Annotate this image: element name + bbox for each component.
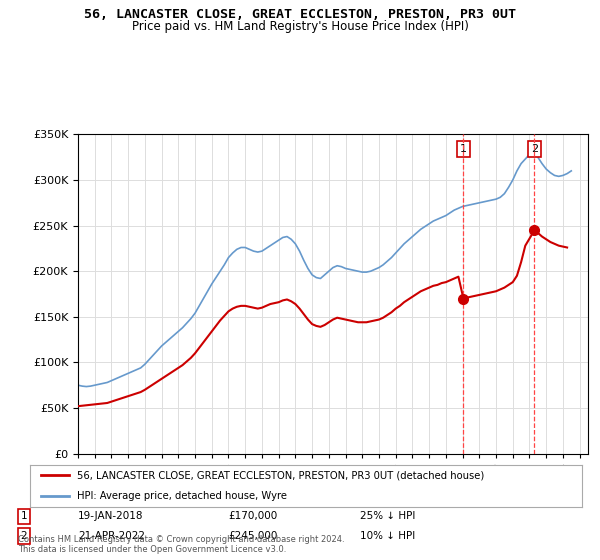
Text: 56, LANCASTER CLOSE, GREAT ECCLESTON, PRESTON, PR3 0UT: 56, LANCASTER CLOSE, GREAT ECCLESTON, PR… bbox=[84, 8, 516, 21]
Text: 10% ↓ HPI: 10% ↓ HPI bbox=[360, 531, 415, 541]
Text: 56, LANCASTER CLOSE, GREAT ECCLESTON, PRESTON, PR3 0UT (detached house): 56, LANCASTER CLOSE, GREAT ECCLESTON, PR… bbox=[77, 470, 484, 480]
Text: 21-APR-2022: 21-APR-2022 bbox=[78, 531, 145, 541]
Text: £245,000: £245,000 bbox=[228, 531, 277, 541]
Text: Contains HM Land Registry data © Crown copyright and database right 2024.
This d: Contains HM Land Registry data © Crown c… bbox=[18, 535, 344, 554]
Text: 25% ↓ HPI: 25% ↓ HPI bbox=[360, 511, 415, 521]
Text: £170,000: £170,000 bbox=[228, 511, 277, 521]
Text: Price paid vs. HM Land Registry's House Price Index (HPI): Price paid vs. HM Land Registry's House … bbox=[131, 20, 469, 32]
Text: 1: 1 bbox=[460, 144, 467, 154]
Text: 2: 2 bbox=[531, 144, 538, 154]
Text: 1: 1 bbox=[20, 511, 28, 521]
Text: 19-JAN-2018: 19-JAN-2018 bbox=[78, 511, 143, 521]
Text: 2: 2 bbox=[20, 531, 28, 541]
Text: HPI: Average price, detached house, Wyre: HPI: Average price, detached house, Wyre bbox=[77, 491, 287, 501]
